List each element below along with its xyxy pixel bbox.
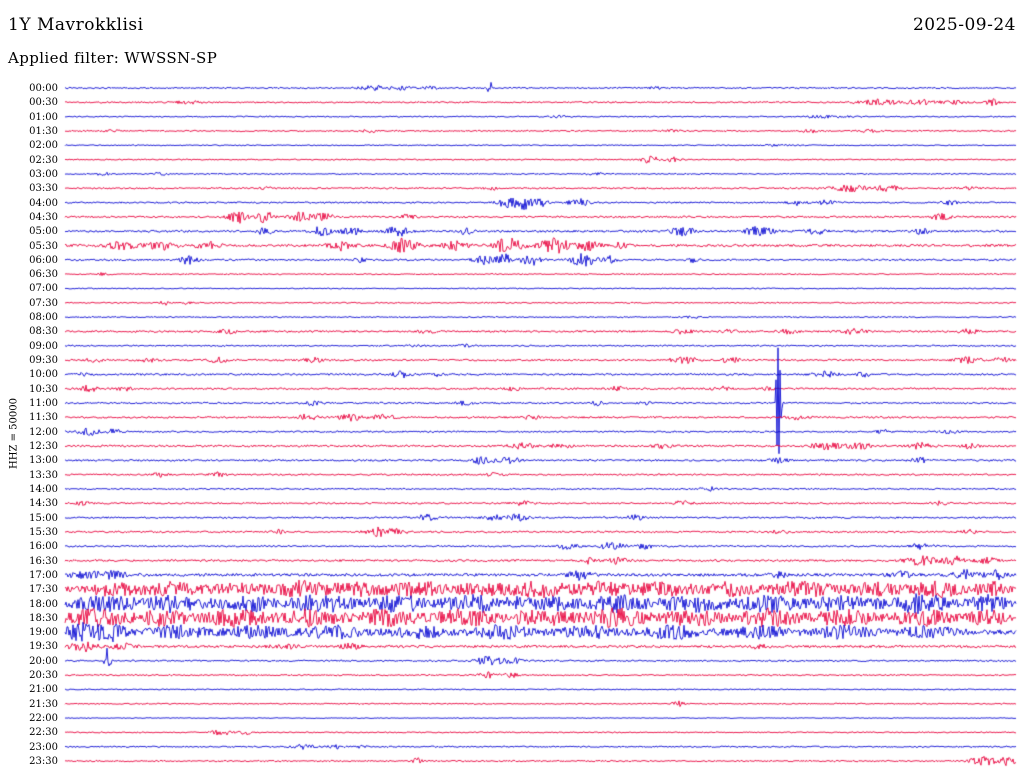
trace-time-label: 12:00 bbox=[29, 426, 58, 438]
trace-time-label: 15:30 bbox=[29, 526, 58, 538]
trace-time-label: 11:30 bbox=[29, 412, 58, 424]
trace-time-label: 20:00 bbox=[29, 655, 58, 667]
trace-time-label: 23:00 bbox=[29, 741, 58, 753]
trace-time-label: 14:00 bbox=[29, 483, 58, 495]
trace-time-label: 03:30 bbox=[29, 183, 58, 195]
trace-time-label: 19:30 bbox=[29, 641, 58, 653]
trace-time-label: 13:00 bbox=[29, 455, 58, 467]
trace-time-label: 04:30 bbox=[29, 211, 58, 223]
trace-time-label: 07:00 bbox=[29, 283, 58, 295]
trace-time-label: 16:00 bbox=[29, 541, 58, 553]
trace-time-label: 22:00 bbox=[29, 713, 58, 725]
trace-time-label: 19:00 bbox=[29, 627, 58, 639]
trace-time-label: 05:30 bbox=[29, 240, 58, 252]
trace-time-label: 16:30 bbox=[29, 555, 58, 567]
trace-time-label: 20:30 bbox=[29, 670, 58, 682]
trace-time-label: 09:30 bbox=[29, 355, 58, 367]
trace-time-label: 03:00 bbox=[29, 168, 58, 180]
trace-time-label: 10:30 bbox=[29, 383, 58, 395]
trace-time-label: 04:00 bbox=[29, 197, 58, 209]
trace-time-label: 02:00 bbox=[29, 140, 58, 152]
trace-time-label: 13:30 bbox=[29, 469, 58, 481]
trace-time-label: 22:30 bbox=[29, 727, 58, 739]
trace-time-label: 17:00 bbox=[29, 569, 58, 581]
trace-time-label: 08:00 bbox=[29, 312, 58, 324]
trace-time-label: 08:30 bbox=[29, 326, 58, 338]
trace-time-label: 12:30 bbox=[29, 441, 58, 452]
trace-time-label: 05:00 bbox=[29, 226, 58, 238]
trace-time-label: 02:30 bbox=[29, 154, 58, 166]
trace-time-label: 09:00 bbox=[29, 340, 58, 352]
trace-time-label: 23:30 bbox=[29, 756, 58, 768]
trace-time-label: 21:00 bbox=[29, 684, 58, 696]
trace-time-label: 07:30 bbox=[29, 297, 58, 309]
trace-time-label: 00:30 bbox=[29, 97, 58, 109]
trace-time-label: 01:30 bbox=[29, 125, 58, 137]
trace-time-label: 01:00 bbox=[29, 111, 58, 123]
trace-time-label: 17:30 bbox=[29, 584, 58, 596]
trace-time-label: 06:30 bbox=[29, 269, 58, 281]
trace-time-label: 14:30 bbox=[29, 498, 58, 510]
trace-time-label: 15:00 bbox=[29, 512, 58, 524]
trace-time-label: 18:30 bbox=[29, 612, 58, 624]
trace-time-label: 21:30 bbox=[29, 698, 58, 710]
trace-time-label: 18:00 bbox=[29, 598, 58, 610]
trace-time-label: 00:00 bbox=[29, 83, 58, 94]
trace-time-label: 11:00 bbox=[29, 398, 58, 410]
trace-time-label: 06:00 bbox=[29, 254, 58, 266]
trace-time-label: 10:00 bbox=[29, 369, 58, 381]
